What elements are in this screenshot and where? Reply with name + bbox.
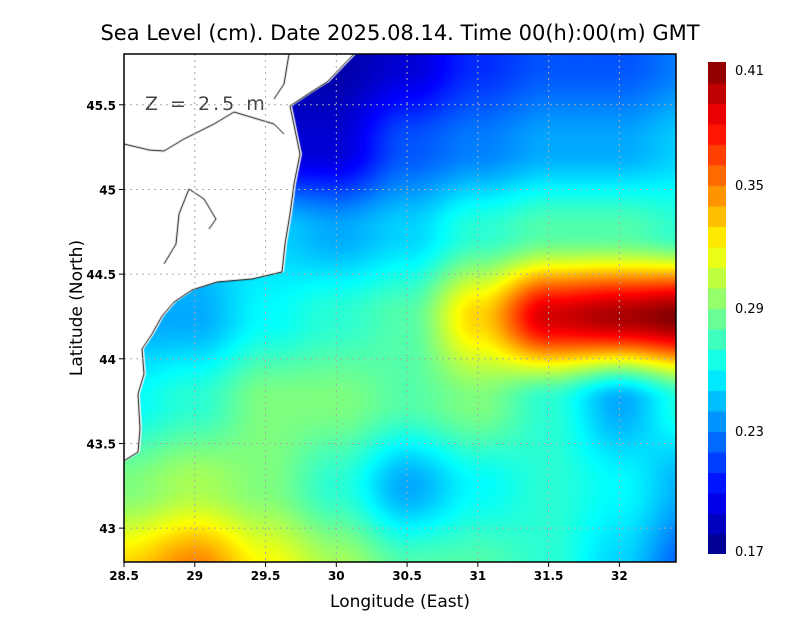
colorbar	[708, 62, 726, 554]
y-tick-label: 45.5	[86, 99, 116, 113]
y-tick-label: 45	[99, 183, 116, 197]
x-tick-label: 30	[328, 569, 345, 583]
colorbar-tick-label: 0.23	[735, 425, 764, 440]
x-tick-label: 31	[469, 569, 486, 583]
y-tick-label: 43	[99, 522, 116, 536]
y-tick-label: 43.5	[86, 437, 116, 451]
x-tick-label: 29.5	[251, 569, 281, 583]
colorbar-tick-label: 0.41	[735, 64, 764, 79]
x-tick-label: 29	[186, 569, 203, 583]
colorbar-tick-label: 0.35	[735, 179, 764, 194]
x-tick-label: 32	[611, 569, 628, 583]
x-axis-label: Longitude (East)	[330, 592, 470, 612]
plot-frame	[123, 53, 677, 563]
y-tick-label: 44	[99, 353, 116, 367]
colorbar-tick-label: 0.17	[735, 545, 764, 560]
depth-annotation: Z = 2.5 m	[145, 93, 268, 115]
y-tick-label: 44.5	[86, 268, 116, 282]
x-tick-label: 31.5	[534, 569, 564, 583]
x-tick-label: 30.5	[392, 569, 422, 583]
colorbar-tick-label: 0.29	[735, 302, 764, 317]
y-axis-label: Latitude (North)	[67, 240, 87, 376]
sea-level-heatmap	[124, 54, 676, 562]
x-tick-label: 28.5	[109, 569, 139, 583]
chart-title: Sea Level (cm). Date 2025.08.14. Time 00…	[100, 21, 699, 45]
